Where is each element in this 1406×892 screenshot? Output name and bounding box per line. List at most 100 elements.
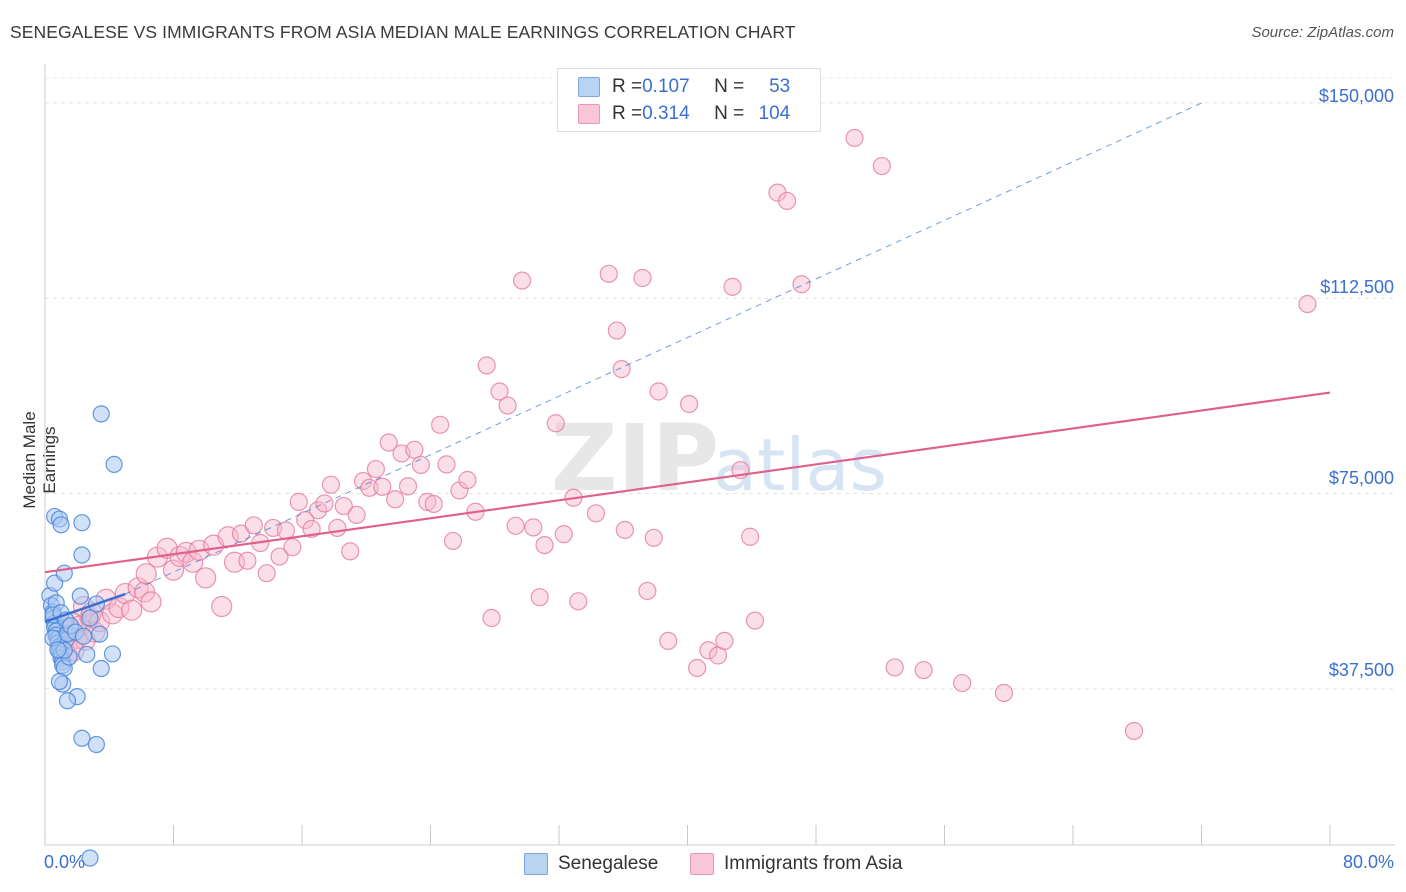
asia-data-point [688, 658, 707, 678]
senegalese-data-point [92, 405, 110, 423]
asia-data-point [885, 658, 904, 677]
asia-data-point [633, 268, 652, 288]
asia-data-point [953, 673, 972, 693]
asia-data-point [405, 440, 424, 459]
asia-data-point [530, 588, 549, 607]
x-tick-label-min: 0.0% [44, 852, 86, 872]
asia-data-point [328, 518, 347, 538]
asia-data-point [512, 271, 532, 290]
asia-data-point [386, 490, 405, 509]
n-value: 53 [769, 76, 791, 97]
senegalese-swatch [578, 77, 600, 97]
axes [44, 64, 1395, 846]
senegalese-data-point [81, 849, 99, 867]
senegalese-data-point [74, 627, 93, 645]
asia-data-point [238, 551, 257, 570]
watermark-zip: ZIP [551, 405, 719, 512]
senegalese-data-point [103, 645, 122, 663]
asia-data-point [506, 516, 525, 535]
asia-data-point [612, 360, 631, 379]
legend-label: Immigrants from Asia [724, 853, 903, 874]
senegalese-data-point [91, 625, 109, 643]
asia-data-point [535, 535, 554, 555]
r-label: R = [612, 103, 643, 124]
asia-data-point [140, 591, 162, 613]
legend-item-asia[interactable]: Immigrants from Asia [690, 850, 902, 878]
n-value: 104 [758, 103, 791, 124]
stats-row-senegalese: R = 0.107 N = 53 [578, 75, 790, 99]
asia-data-point [379, 433, 398, 452]
y-tick-label: $75,000 [1328, 468, 1394, 488]
asia-data-point [845, 128, 864, 148]
asia-data-point [715, 631, 734, 650]
asia-trend-line [44, 391, 1331, 574]
senegalese-data-point [92, 659, 110, 678]
asia-data-point [569, 592, 588, 611]
asia-data-point [477, 356, 496, 375]
r-value: 0.314 [642, 103, 690, 124]
asia-data-point [211, 595, 233, 618]
senegalese-data-point [78, 645, 96, 664]
asia-data-point [347, 505, 366, 524]
asia-data-point [723, 277, 742, 296]
asia-data-point [644, 528, 663, 547]
source-credit: Source: ZipAtlas.com [1251, 24, 1394, 41]
watermark-atlas: atlas [713, 423, 887, 507]
senegalese-data-point [71, 587, 89, 605]
asia-data-point [498, 396, 517, 415]
asia-data-point [599, 264, 618, 283]
correlation-stats-box: R = 0.107 N = 53 R = 0.314 N = 104 [557, 68, 821, 132]
asia-data-point [315, 494, 334, 513]
asia-data-point [443, 531, 463, 551]
asia-data-point [546, 414, 565, 433]
asia-data-point [257, 564, 276, 583]
r-value: 0.107 [642, 76, 690, 97]
legend-label: Senegalese [558, 853, 659, 874]
stats-row-asia: R = 0.314 N = 104 [578, 102, 790, 126]
chart-title: SENEGALESE VS IMMIGRANTS FROM ASIA MEDIA… [10, 22, 796, 42]
y-tick-label: $37,500 [1328, 660, 1394, 680]
senegalese-data-point [50, 672, 69, 691]
asia-data-point [777, 191, 797, 211]
asia-data-point [659, 631, 678, 650]
gridlines [45, 77, 1395, 690]
asia-data-point [231, 524, 251, 543]
senegalese-data-point [87, 735, 106, 754]
asia-data-point [607, 321, 626, 340]
senegalese-trend-line [44, 592, 126, 623]
n-label: N = [714, 76, 745, 97]
asia-data-point [276, 521, 296, 540]
asia-data-point [914, 660, 933, 680]
asia-data-point [524, 518, 543, 537]
r-label: R = [612, 76, 643, 97]
asia-data-point [353, 471, 373, 491]
senegalese-points [41, 405, 123, 867]
asia-data-point [458, 470, 477, 490]
asia-data-point [649, 382, 668, 401]
asia-data-point [360, 478, 379, 497]
senegalese-legend-swatch [524, 853, 548, 875]
asia-data-point [321, 475, 341, 494]
senegalese-data-point [73, 514, 91, 532]
asia-data-point [437, 455, 456, 474]
x-tick-label-max: 80.0% [1342, 852, 1394, 872]
asia-data-point [872, 156, 891, 176]
asia-data-point [1298, 294, 1317, 314]
asia-data-point [244, 516, 263, 535]
asia-data-point [270, 547, 289, 566]
senegalese-trend-extension [125, 102, 1202, 595]
asia-data-point [554, 525, 573, 544]
senegalese-data-point [81, 609, 99, 627]
asia-swatch [578, 104, 600, 124]
asia-data-point [373, 477, 392, 496]
senegalese-data-point [105, 455, 123, 473]
trend-lines [44, 102, 1331, 623]
legend-item-senegalese[interactable]: Senegalese [524, 850, 658, 878]
senegalese-data-point [58, 692, 77, 710]
asia-data-point [741, 527, 760, 546]
asia-data-point [745, 611, 765, 630]
asia-data-point [699, 641, 718, 660]
n-label: N = [714, 103, 745, 124]
asia-data-point [615, 520, 634, 540]
